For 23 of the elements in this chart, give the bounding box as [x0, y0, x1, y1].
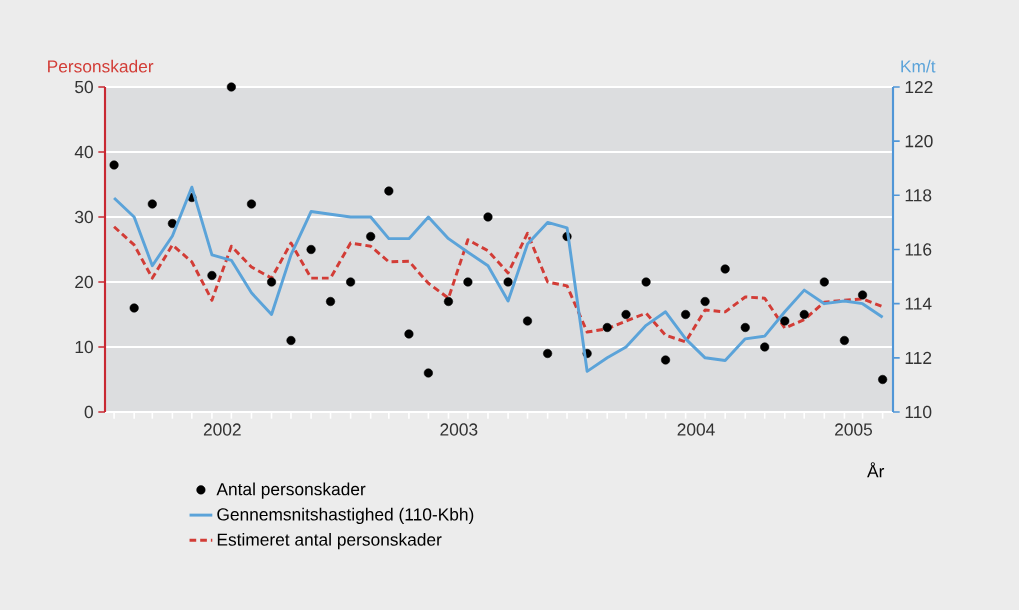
x-tick-label: 2002	[203, 423, 241, 436]
y-tick-label: 40	[74, 145, 93, 159]
y2-tick-label: 120	[905, 135, 933, 148]
y2-tick-label: 118	[905, 189, 932, 202]
y-tick-label: 0	[84, 405, 93, 419]
legend-label: Gennemsnitshastighed (110-Kbh)	[217, 507, 474, 524]
legend-label: Estimeret antal personskader	[217, 533, 442, 550]
x-tick-label: 2003	[440, 423, 478, 436]
y2-tick-label: 110	[905, 405, 932, 419]
y2-tick-label: 112	[905, 351, 932, 364]
y-tick-label: 10	[75, 340, 93, 354]
y2-axis-title: Km/t	[901, 59, 936, 73]
y2-tick-label: 116	[905, 243, 932, 256]
x-axis-title: År	[867, 462, 885, 478]
y-tick-label: 50	[75, 80, 93, 94]
y2-tick-label: 122	[905, 80, 933, 94]
x-tick-label: 2005	[835, 423, 873, 436]
y-tick-label: 20	[75, 275, 93, 289]
y-tick-label: 30	[75, 210, 93, 224]
y-axis-title: Personskader	[48, 59, 154, 73]
y2-tick-label: 114	[905, 297, 932, 310]
x-tick-label: 2004	[677, 423, 715, 436]
legend-label: Antal personskader	[216, 482, 366, 499]
